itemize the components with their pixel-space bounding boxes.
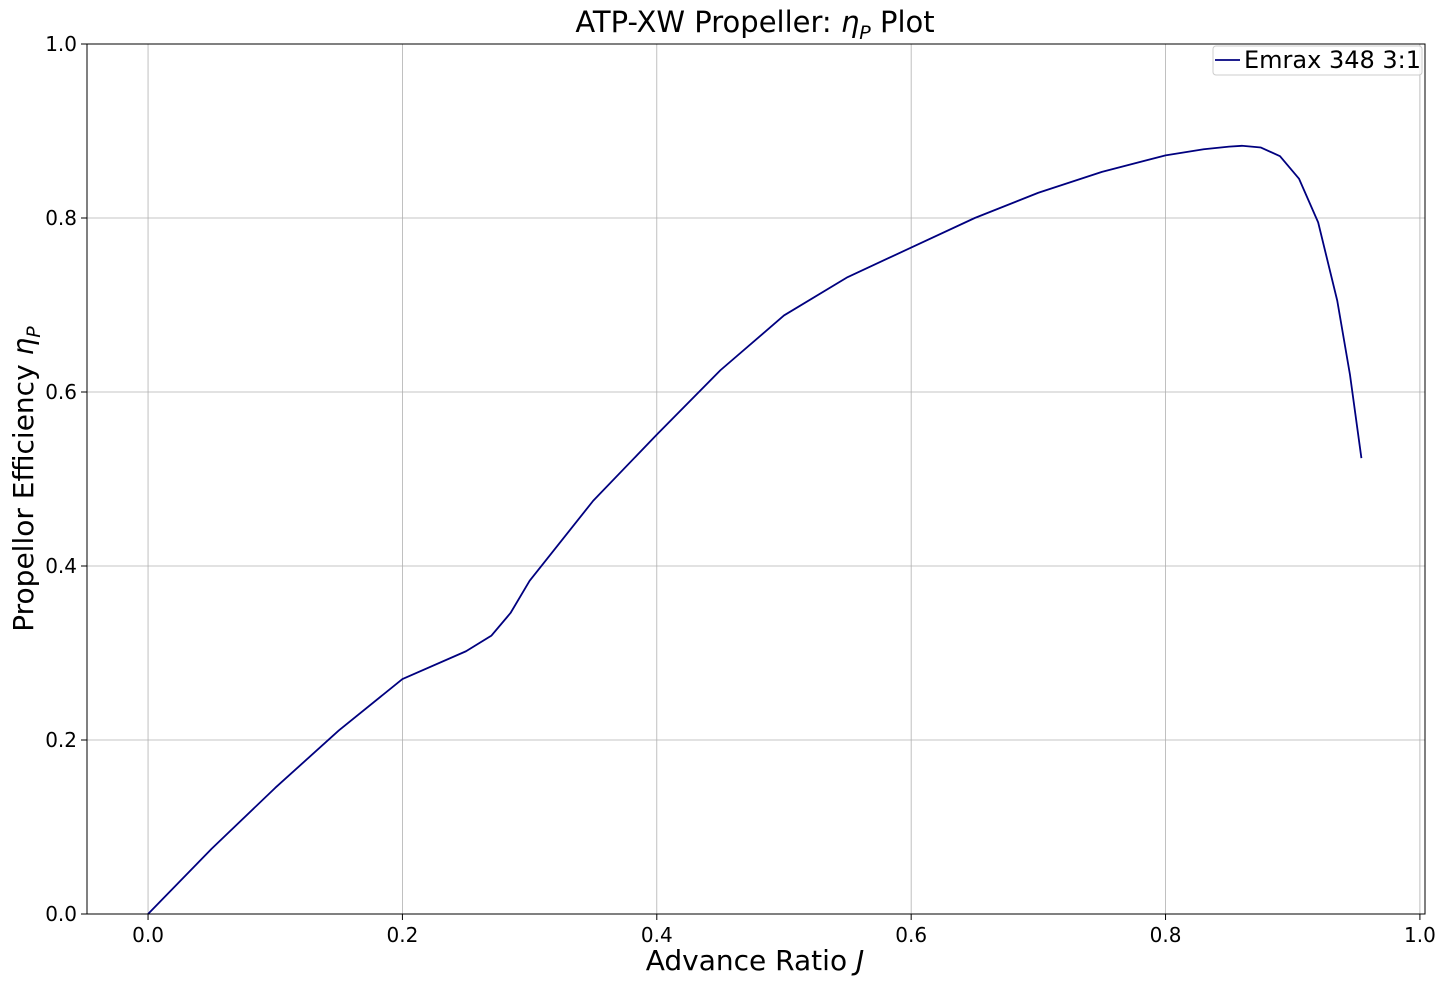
plot-frame xyxy=(86,43,1426,915)
x-tick-label: 0.6 xyxy=(895,923,927,947)
chart-title: ATP-XW Propeller: ηP Plot xyxy=(575,5,934,44)
y-tick-label: 0.6 xyxy=(45,380,77,404)
y-tick-label: 0.2 xyxy=(45,728,77,752)
y-tick-label: 1.0 xyxy=(45,32,77,56)
y-tick-label: 0.4 xyxy=(45,554,77,578)
x-axis-ticks: 0.0 0.2 0.4 0.6 0.8 1.0 xyxy=(132,914,1436,947)
x-tick-label: 0.8 xyxy=(1150,923,1182,947)
legend-label: Emrax 348 3:1 xyxy=(1244,46,1421,74)
legend: Emrax 348 3:1 xyxy=(1212,45,1423,76)
x-tick-label: 0.4 xyxy=(641,923,673,947)
x-tick-label: 0.2 xyxy=(387,923,419,947)
y-axis-label: Propellor Efficiency ηP xyxy=(7,326,45,632)
grid xyxy=(87,43,1425,915)
x-tick-label: 1.0 xyxy=(1404,923,1436,947)
y-tick-label: 0.0 xyxy=(45,902,77,926)
y-tick-label: 0.8 xyxy=(45,206,77,230)
legend-box xyxy=(1212,45,1423,76)
series-group xyxy=(147,144,1363,915)
y-axis-ticks: 0.0 0.2 0.4 0.6 0.8 1.0 xyxy=(45,32,87,926)
series-line-emrax-348 xyxy=(147,144,1363,915)
x-axis-label: Advance Ratio J xyxy=(646,944,864,977)
x-tick-label: 0.0 xyxy=(132,923,164,947)
